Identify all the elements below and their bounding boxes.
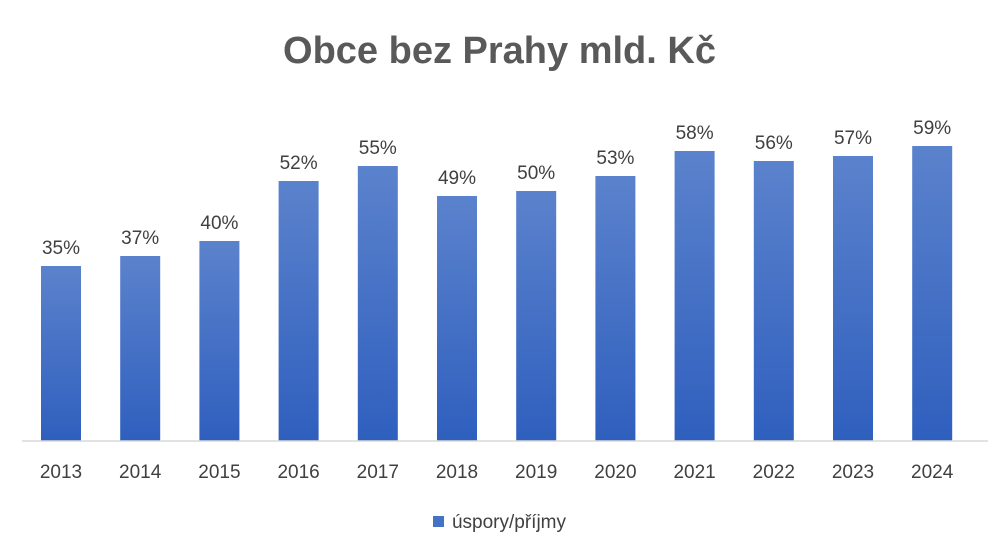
x-tick-label-2021: 2021 xyxy=(673,462,715,483)
x-tick-label-2014: 2014 xyxy=(119,462,162,483)
data-label-2020: 53% xyxy=(596,148,634,169)
x-tick-label-2016: 2016 xyxy=(277,462,319,483)
bar-2020 xyxy=(595,176,636,441)
bar-2024 xyxy=(912,146,953,441)
legend-swatch xyxy=(432,516,444,527)
legend: úspory/příjmy xyxy=(0,512,999,534)
data-label-2022: 56% xyxy=(755,133,793,154)
x-tick-label-2024: 2024 xyxy=(911,462,954,483)
bar-2017 xyxy=(357,166,398,441)
data-label-2016: 52% xyxy=(280,153,318,174)
bar-2019 xyxy=(516,191,557,441)
x-tick-label-2013: 2013 xyxy=(40,462,82,483)
x-tick-label-2022: 2022 xyxy=(753,462,795,483)
bar-2016 xyxy=(278,181,319,441)
bars xyxy=(41,146,953,441)
x-tick-label-2018: 2018 xyxy=(436,462,478,483)
bar-2015 xyxy=(199,241,240,441)
data-label-2014: 37% xyxy=(121,228,159,249)
data-label-2017: 55% xyxy=(359,138,397,159)
x-tick-label-2023: 2023 xyxy=(832,462,874,483)
x-tick-label-2019: 2019 xyxy=(515,462,557,483)
data-labels: 35% 37% 40% 52% 55% 49% 50% 53% 58% 56% 57% 59% xyxy=(42,118,951,259)
bar-2018 xyxy=(437,196,477,441)
bar-2013 xyxy=(41,266,81,441)
x-axis-tick-labels: 2013 2014 2015 2016 2017 2018 2019 2020 2021 2022… xyxy=(40,462,954,483)
data-label-2024: 59% xyxy=(913,118,951,139)
legend-label: úspory/příjmy xyxy=(451,512,567,533)
x-tick-label-2020: 2020 xyxy=(594,462,636,483)
x-tick-label-2015: 2015 xyxy=(198,462,240,483)
chart-title: Obce bez Prahy mld. Kč xyxy=(283,30,716,72)
data-label-2013: 35% xyxy=(42,238,80,259)
data-label-2019: 50% xyxy=(517,163,555,184)
data-label-2023: 57% xyxy=(834,128,872,149)
data-label-2015: 40% xyxy=(200,213,238,234)
bar-2023 xyxy=(833,156,873,441)
bar-2014 xyxy=(120,256,161,441)
data-label-2021: 58% xyxy=(676,123,714,144)
x-tick-label-2017: 2017 xyxy=(357,462,399,483)
bar-2021 xyxy=(674,151,715,441)
data-label-2018: 49% xyxy=(438,168,476,189)
bar-2022 xyxy=(753,161,794,441)
